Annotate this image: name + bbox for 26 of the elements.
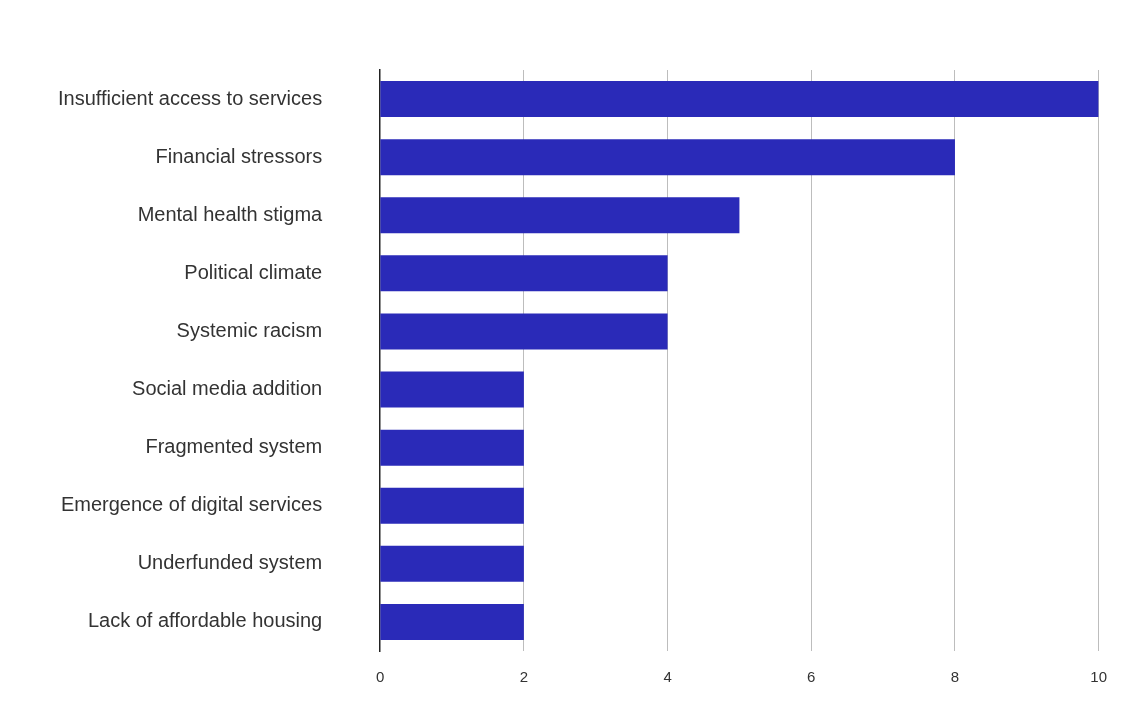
y-tick-label: Lack of affordable housing xyxy=(87,609,323,632)
bar xyxy=(380,81,1099,118)
bar xyxy=(380,371,524,408)
x-tick-label: 10 xyxy=(1090,668,1107,686)
x-tick-label: 4 xyxy=(663,668,672,686)
y-tick-label: Insufficient access to services xyxy=(57,86,323,109)
bar xyxy=(380,429,524,466)
bar xyxy=(380,197,740,234)
x-tick-label: 0 xyxy=(376,668,385,686)
x-tick-label: 8 xyxy=(950,668,960,686)
y-tick-label: Mental health stigma xyxy=(137,202,324,225)
x-tick-label: 6 xyxy=(807,668,816,686)
bar xyxy=(380,139,955,176)
bar xyxy=(380,255,668,292)
y-tick-label: Financial stressors xyxy=(155,144,323,167)
bar xyxy=(380,487,524,524)
x-tick-label: 2 xyxy=(519,668,529,686)
bar xyxy=(380,313,668,350)
bar xyxy=(380,545,524,582)
bar xyxy=(380,603,524,640)
y-tick-label: Systemic racism xyxy=(176,318,323,341)
y-tick-label: Underfunded system xyxy=(137,551,323,574)
y-tick-label: Social media addition xyxy=(132,377,323,400)
y-tick-label: Emergence of digital services xyxy=(60,493,323,516)
y-tick-label: Fragmented system xyxy=(145,435,323,458)
y-tick-label: Political climate xyxy=(184,260,323,283)
